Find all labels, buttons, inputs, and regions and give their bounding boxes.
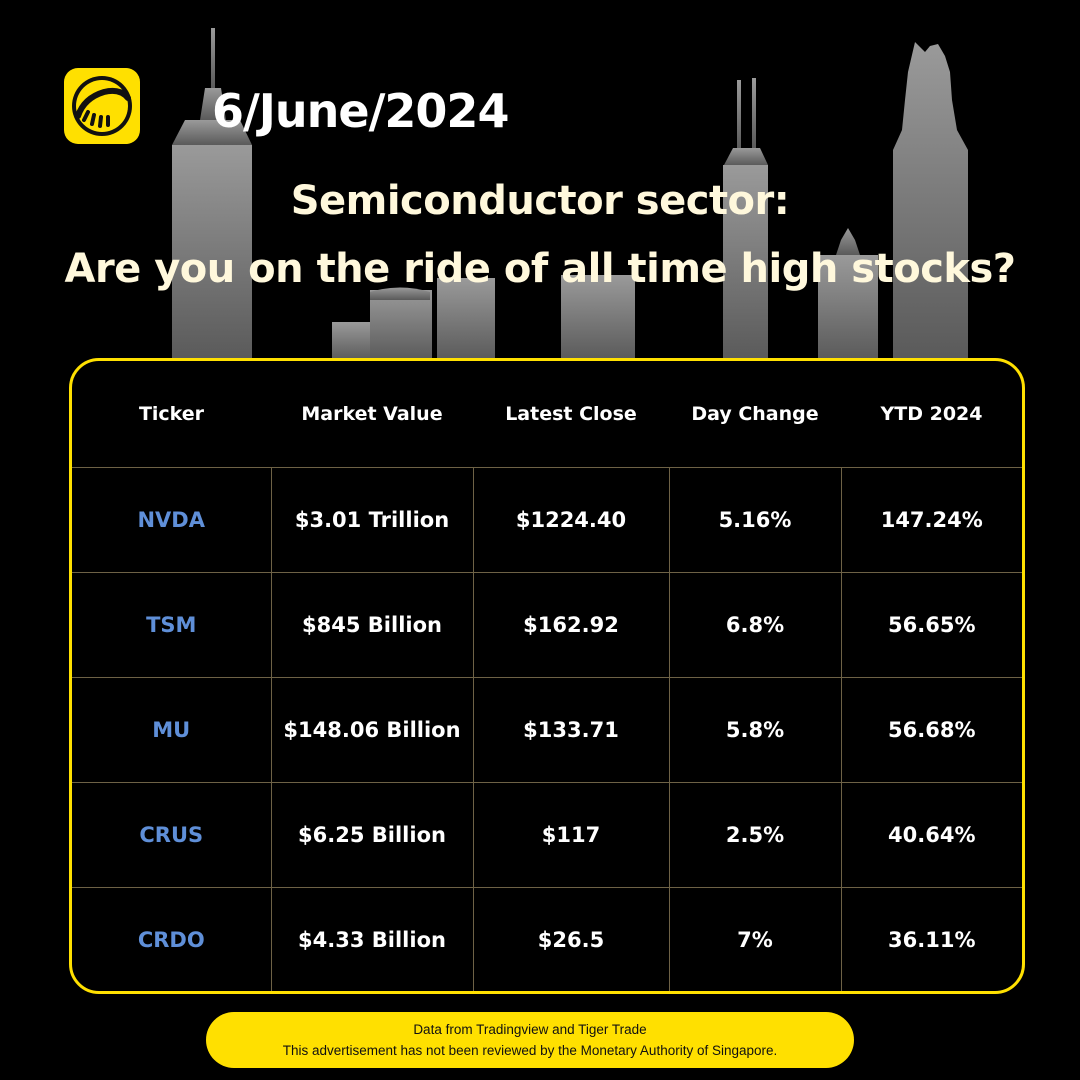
cell-market-value: $6.25 Billion <box>270 782 473 888</box>
header-ytd-2024: YTD 2024 <box>880 403 983 425</box>
cell-latest-close: $133.71 <box>472 677 669 783</box>
cell-latest-close: $1224.40 <box>472 466 669 573</box>
cell-market-value: $3.01 Trillion <box>270 466 473 573</box>
cell-ytd: 56.65% <box>840 572 1022 678</box>
data-source-text: Data from Tradingview and Tiger Trade <box>413 1022 647 1037</box>
cell-ytd: 36.11% <box>840 887 1022 991</box>
cell-ticker: CRDO <box>72 887 271 991</box>
cell-market-value: $4.33 Billion <box>270 887 473 991</box>
header-ticker: Ticker <box>138 403 205 425</box>
cell-market-value: $148.06 Billion <box>270 677 473 783</box>
cell-ticker: CRUS <box>72 782 271 888</box>
table-row: CRUS $6.25 Billion $117 2.5% 40.64% <box>72 782 1022 888</box>
table-row: MU $148.06 Billion $133.71 5.8% 56.68% <box>72 677 1022 783</box>
header-day-change: Day Change <box>691 403 819 425</box>
cell-ticker: NVDA <box>72 466 271 573</box>
cell-market-value: $845 Billion <box>270 572 473 678</box>
cell-ytd: 147.24% <box>840 466 1022 573</box>
cell-ticker: MU <box>72 677 271 783</box>
cell-latest-close: $162.92 <box>472 572 669 678</box>
header-market-value: Market Value <box>301 403 443 425</box>
cell-day-change: 6.8% <box>668 572 841 678</box>
tiger-logo-icon <box>64 68 140 144</box>
cell-day-change: 7% <box>668 887 841 991</box>
post-date: 6/June/2024 <box>212 84 509 138</box>
table-row: NVDA $3.01 Trillion $1224.40 5.16% 147.2… <box>72 466 1022 573</box>
cell-day-change: 5.16% <box>668 466 841 573</box>
headline-line-1: Semiconductor sector: <box>290 178 790 224</box>
cell-day-change: 2.5% <box>668 782 841 888</box>
cell-ytd: 56.68% <box>840 677 1022 783</box>
header-latest-close: Latest Close <box>505 403 637 425</box>
cell-latest-close: $117 <box>472 782 669 888</box>
headline-line-2: Are you on the ride of all time high sto… <box>64 246 1016 292</box>
table-row: TSM $845 Billion $162.92 6.8% 56.65% <box>72 572 1022 678</box>
cell-ticker: TSM <box>72 572 271 678</box>
cell-latest-close: $26.5 <box>472 887 669 991</box>
table-row: CRDO $4.33 Billion $26.5 7% 36.11% <box>72 887 1022 991</box>
cell-day-change: 5.8% <box>668 677 841 783</box>
cell-ytd: 40.64% <box>840 782 1022 888</box>
disclaimer-text: This advertisement has not been reviewed… <box>282 1043 778 1058</box>
table-header-row: Ticker Market Value Latest Close Day Cha… <box>72 361 1022 468</box>
stocks-table: Ticker Market Value Latest Close Day Cha… <box>69 358 1025 994</box>
disclaimer-banner: Data from Tradingview and Tiger Trade Th… <box>206 1012 854 1068</box>
